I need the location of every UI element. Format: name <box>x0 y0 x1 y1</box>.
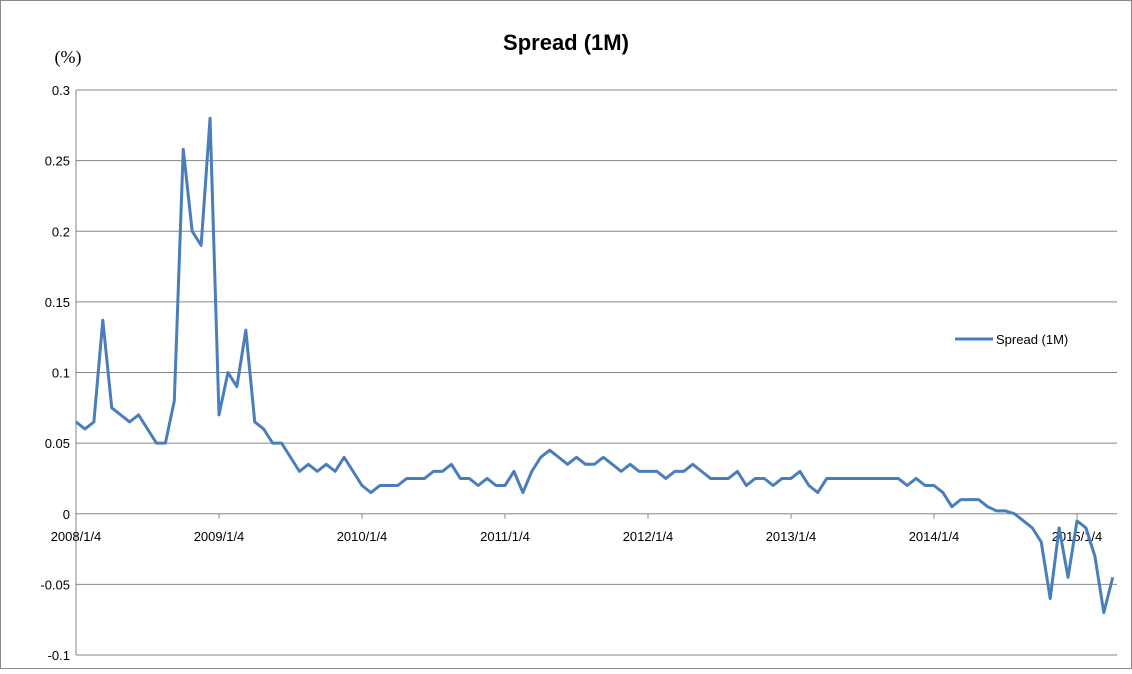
x-tick-label: 2012/1/4 <box>623 529 674 544</box>
y-tick-label: 0.05 <box>45 436 70 451</box>
x-tick-label: 2014/1/4 <box>909 529 960 544</box>
y-tick-label: 0 <box>63 507 70 522</box>
x-tick-label: 2009/1/4 <box>194 529 245 544</box>
y-tick-label: 0.1 <box>52 366 70 381</box>
y-tick-label: -0.05 <box>40 577 70 592</box>
series-line <box>75 116 1115 615</box>
y-tick-label: 0.2 <box>52 224 70 239</box>
y-tick-label: 0.15 <box>45 295 70 310</box>
y-axis-label: (%) <box>55 47 82 68</box>
x-tick-label: 2013/1/4 <box>766 529 817 544</box>
x-tick-label: 2008/1/4 <box>51 529 102 544</box>
y-tick-label: 0.25 <box>45 154 70 169</box>
y-tick-label: 0.3 <box>52 83 70 98</box>
legend-label: Spread (1M) <box>996 332 1068 347</box>
x-tick-label: 2010/1/4 <box>337 529 388 544</box>
chart-title: Spread (1M) <box>503 30 629 55</box>
x-tick-label: 2011/1/4 <box>480 529 530 544</box>
y-tick-label: -0.1 <box>48 648 70 663</box>
